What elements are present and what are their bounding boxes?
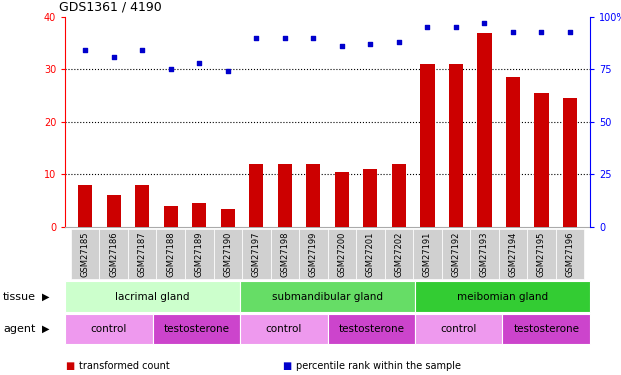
Bar	[107, 195, 121, 227]
Text: GDS1361 / 4190: GDS1361 / 4190	[59, 0, 161, 13]
Point	[109, 54, 119, 60]
Bar	[214, 229, 242, 279]
Bar	[249, 164, 263, 227]
Bar	[502, 314, 590, 344]
Text: GSM27198: GSM27198	[280, 231, 289, 277]
Point	[537, 28, 546, 34]
Text: tissue: tissue	[3, 292, 36, 302]
Bar	[65, 281, 240, 312]
Point	[137, 48, 147, 54]
Bar	[278, 164, 292, 227]
Bar	[128, 229, 156, 279]
Bar	[163, 206, 178, 227]
Bar	[328, 229, 356, 279]
Point	[479, 20, 489, 26]
Bar	[470, 229, 499, 279]
Bar	[185, 229, 214, 279]
Text: GSM27199: GSM27199	[309, 231, 318, 277]
Text: ■: ■	[283, 361, 292, 370]
Text: GSM27187: GSM27187	[138, 231, 147, 277]
Bar	[192, 203, 206, 227]
Point	[508, 28, 518, 34]
Text: testosterone: testosterone	[338, 324, 404, 334]
Bar	[271, 229, 299, 279]
Bar	[415, 314, 502, 344]
Point	[394, 39, 404, 45]
Text: GSM27194: GSM27194	[509, 231, 517, 277]
Text: GSM27193: GSM27193	[480, 231, 489, 277]
Bar	[527, 229, 556, 279]
Text: lacrimal gland: lacrimal gland	[116, 292, 190, 302]
Bar	[335, 172, 349, 227]
Point	[223, 69, 233, 75]
Text: meibomian gland: meibomian gland	[457, 292, 548, 302]
Text: testosterone: testosterone	[513, 324, 579, 334]
Bar	[153, 314, 240, 344]
Text: GSM27186: GSM27186	[109, 231, 118, 277]
Text: GSM27200: GSM27200	[337, 231, 347, 277]
Point	[365, 41, 375, 47]
Text: agent: agent	[3, 324, 35, 334]
Text: GSM27191: GSM27191	[423, 231, 432, 277]
Bar	[415, 281, 590, 312]
Point	[337, 43, 347, 49]
Bar	[420, 64, 435, 227]
Text: GSM27196: GSM27196	[566, 231, 574, 277]
Bar	[299, 229, 328, 279]
Bar	[240, 314, 327, 344]
Bar	[65, 314, 153, 344]
Bar	[413, 229, 442, 279]
Bar	[534, 93, 548, 227]
Bar	[240, 281, 415, 312]
Bar	[478, 33, 492, 227]
Bar	[392, 164, 406, 227]
Text: GSM27197: GSM27197	[252, 231, 261, 277]
Text: ■: ■	[65, 361, 75, 370]
Bar	[327, 314, 415, 344]
Text: GSM27185: GSM27185	[81, 231, 89, 277]
Point	[565, 28, 575, 34]
Bar	[242, 229, 271, 279]
Point	[309, 35, 319, 41]
Text: GSM27202: GSM27202	[394, 231, 404, 277]
Bar	[71, 229, 99, 279]
Text: GSM27192: GSM27192	[451, 231, 460, 277]
Bar	[78, 185, 93, 227]
Bar	[363, 169, 378, 227]
Text: GSM27190: GSM27190	[224, 231, 232, 277]
Bar	[356, 229, 384, 279]
Text: ▶: ▶	[42, 292, 50, 302]
Text: testosterone: testosterone	[163, 324, 229, 334]
Bar	[306, 164, 320, 227]
Point	[166, 66, 176, 72]
Bar	[499, 229, 527, 279]
Bar	[563, 98, 577, 227]
Point	[422, 24, 432, 30]
Text: GSM27189: GSM27189	[195, 231, 204, 277]
Point	[80, 48, 90, 54]
Bar	[384, 229, 413, 279]
Text: percentile rank within the sample: percentile rank within the sample	[296, 361, 461, 370]
Text: GSM27201: GSM27201	[366, 231, 375, 277]
Bar	[556, 229, 584, 279]
Point	[252, 35, 261, 41]
Bar	[442, 229, 470, 279]
Bar	[156, 229, 185, 279]
Point	[280, 35, 290, 41]
Text: control: control	[440, 324, 477, 334]
Text: ▶: ▶	[42, 324, 50, 334]
Bar	[135, 185, 149, 227]
Bar	[99, 229, 128, 279]
Point	[194, 60, 204, 66]
Text: control: control	[266, 324, 302, 334]
Text: control: control	[91, 324, 127, 334]
Text: GSM27195: GSM27195	[537, 231, 546, 277]
Text: GSM27188: GSM27188	[166, 231, 175, 277]
Bar	[220, 209, 235, 227]
Bar	[449, 64, 463, 227]
Point	[451, 24, 461, 30]
Text: transformed count: transformed count	[79, 361, 170, 370]
Bar	[506, 77, 520, 227]
Text: submandibular gland: submandibular gland	[272, 292, 383, 302]
